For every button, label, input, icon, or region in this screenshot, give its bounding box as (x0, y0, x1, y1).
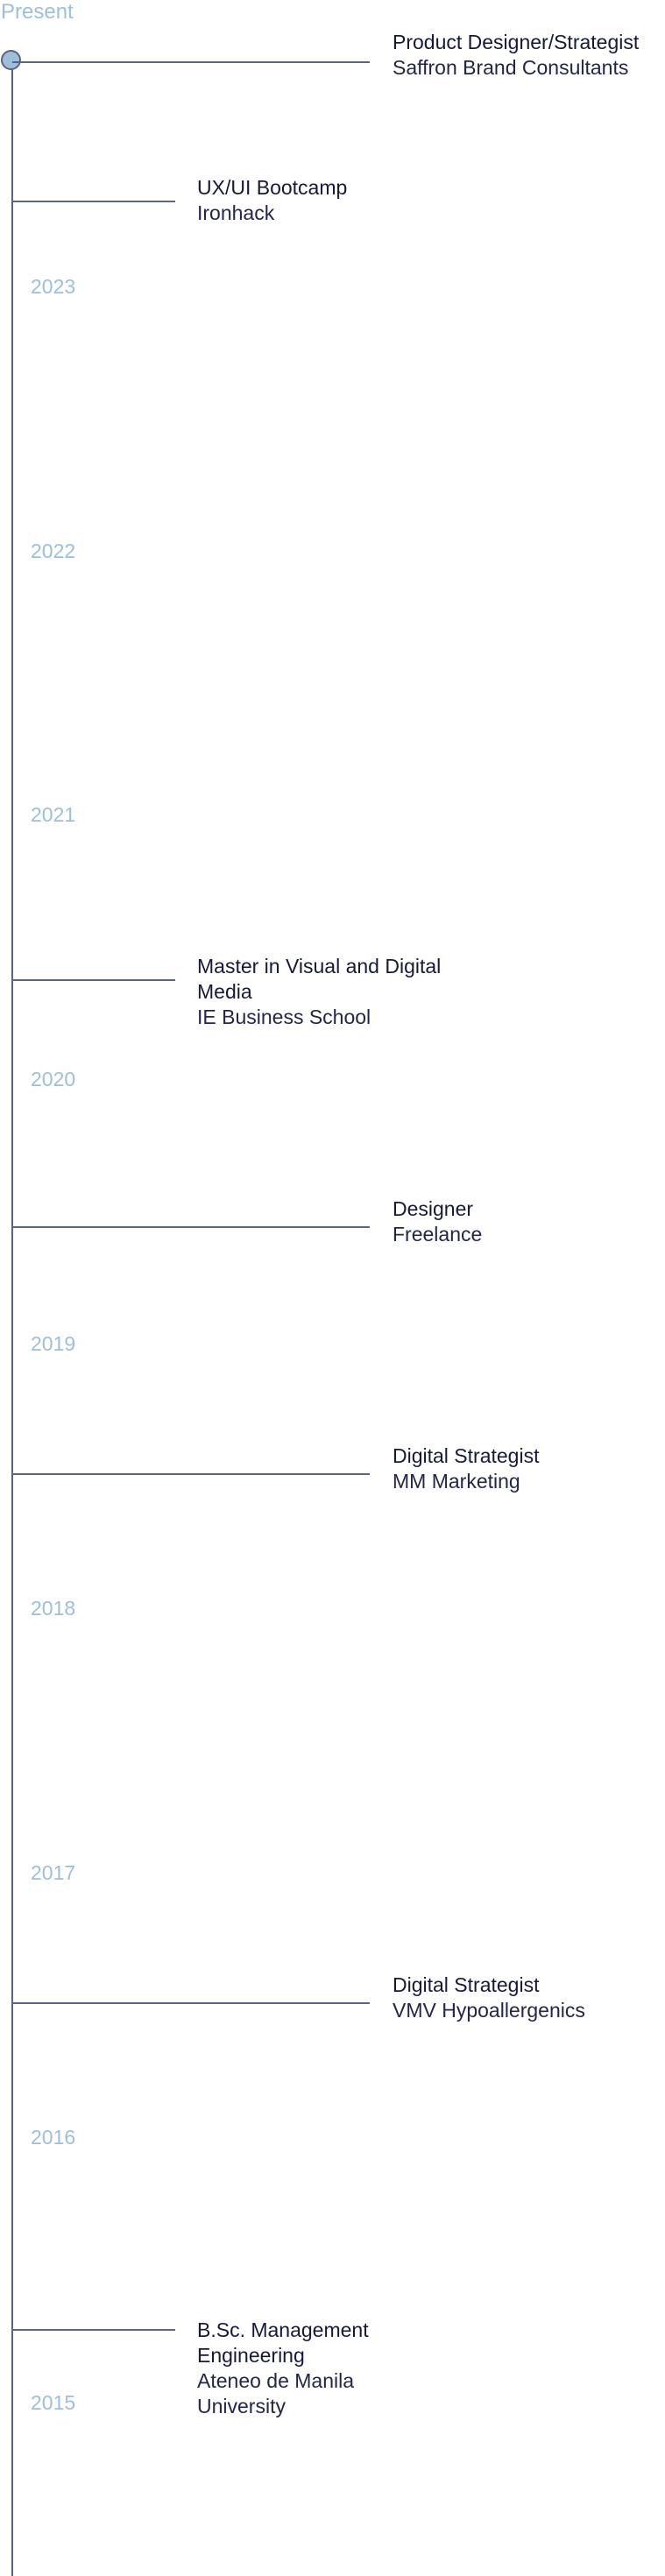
entry-role: Designer (393, 1197, 474, 1220)
year-label-2018: 2018 (31, 1597, 76, 1620)
timeline-entry: Digital Strategist VMV Hypoallergenics (393, 1973, 664, 2023)
timeline-start-marker (1, 50, 21, 70)
timeline-entry: Designer Freelance (393, 1196, 664, 1247)
timeline-entry: Product Designer/Strategist Saffron Bran… (393, 30, 664, 81)
year-label-2019: 2019 (31, 1332, 76, 1355)
entry-organization: VMV Hypoallergenics (393, 1999, 585, 2022)
entry-organization: Saffron Brand Consultants (393, 56, 629, 79)
year-label-2021: 2021 (31, 803, 76, 826)
timeline-entry: Master in Visual and Digital Media IE Bu… (197, 954, 486, 1030)
entry-organization: IE Business School (197, 1006, 371, 1028)
timeline-axis (11, 61, 13, 2576)
year-label-2015: 2015 (31, 2391, 76, 2414)
entry-organization: Freelance (393, 1223, 483, 1246)
entry-role: B.Sc. Management Engineering (197, 2318, 369, 2367)
entry-role: UX/UI Bootcamp (197, 176, 348, 199)
timeline-connector (12, 2329, 175, 2331)
entry-role: Digital Strategist (393, 1973, 540, 1996)
timeline-connector (12, 2002, 370, 2004)
timeline-entry: Digital Strategist MM Marketing (393, 1443, 664, 1494)
entry-organization: Ironhack (197, 201, 275, 224)
entry-role: Master in Visual and Digital Media (197, 955, 442, 1003)
entry-role: Product Designer/Strategist (393, 31, 640, 53)
timeline-entry: UX/UI Bootcamp Ironhack (197, 175, 486, 226)
timeline-connector (12, 201, 175, 202)
year-label-2022: 2022 (31, 540, 76, 562)
timeline-connector (12, 1226, 370, 1228)
entry-organization: Ateneo de Manila University (197, 2369, 355, 2417)
year-label-2016: 2016 (31, 2126, 76, 2149)
timeline-connector (12, 1473, 370, 1475)
timeline-connector (12, 61, 370, 63)
timeline-entry: B.Sc. Management Engineering Ateneo de M… (197, 2318, 442, 2419)
timeline-connector (12, 979, 175, 981)
present-label: Present (1, 0, 74, 24)
year-label-2023: 2023 (31, 275, 76, 298)
entry-organization: MM Marketing (393, 1470, 520, 1493)
year-label-2017: 2017 (31, 1861, 76, 1884)
year-label-2020: 2020 (31, 1068, 76, 1090)
entry-role: Digital Strategist (393, 1444, 540, 1467)
